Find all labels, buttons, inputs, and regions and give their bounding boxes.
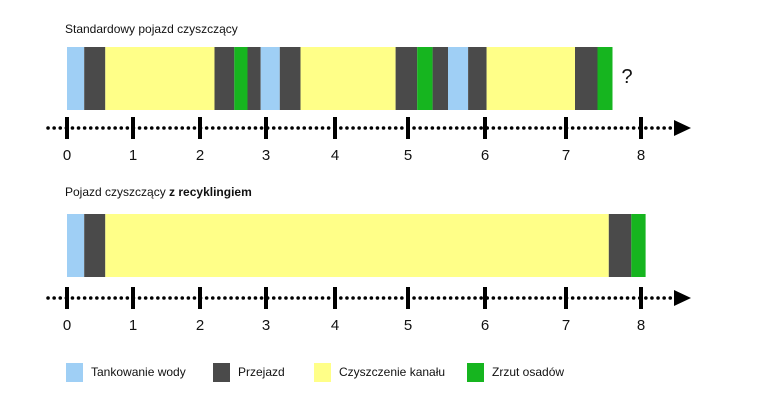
segment-czyszczenie	[486, 47, 575, 110]
axis-tick	[639, 287, 643, 309]
axis-tick-label: 0	[63, 147, 71, 164]
axis-tick	[198, 287, 202, 309]
axis-tick-label: 8	[637, 317, 645, 334]
legend-item-czyszczenie: Czyszczenie kanału	[314, 362, 445, 382]
standard-vehicle-title: Standardowy pojazd czyszczący	[65, 22, 238, 36]
axis-tick	[483, 287, 487, 309]
axis-tick-label: 6	[481, 317, 489, 334]
segment-przejazd	[279, 47, 301, 110]
axis-tick	[65, 117, 69, 139]
axis-tick-label: 3	[262, 317, 270, 334]
axis-arrow-icon	[674, 290, 691, 306]
axis-tick	[639, 117, 643, 139]
segment-czyszczenie	[105, 47, 215, 110]
segment-przejazd	[84, 47, 106, 110]
axis-tick-label: 5	[404, 147, 412, 164]
segment-zrzut	[597, 47, 613, 110]
axis-tick-label: 2	[196, 147, 204, 164]
axis-tick-label: 5	[404, 317, 412, 334]
recycling-title-prefix: Pojazd czyszczący	[65, 185, 170, 199]
axis-tick	[483, 117, 487, 139]
axis-tick-label: 4	[331, 317, 339, 334]
axis-tick-label: 6	[481, 147, 489, 164]
axis-tick	[198, 117, 202, 139]
axis-tick	[564, 117, 568, 139]
axis-tick-label: 7	[562, 317, 570, 334]
segment-przejazd	[84, 214, 106, 277]
axis-tick-label: 2	[196, 317, 204, 334]
axis-tick-label: 3	[262, 147, 270, 164]
legend-swatch-zrzut	[467, 362, 484, 382]
axis-tick-label: 7	[562, 147, 570, 164]
legend-item-tankowanie: Tankowanie wody	[66, 362, 186, 382]
segment-przejazd	[214, 47, 235, 110]
axis-tick	[264, 287, 268, 309]
unknown-end-marker: ?	[621, 66, 632, 88]
legend-label: Tankowanie wody	[91, 365, 186, 379]
legend-item-przejazd: Przejazd	[213, 362, 285, 382]
segment-przejazd	[432, 47, 448, 110]
axis-tick	[131, 117, 135, 139]
standard-time-axis: 0 1 2 3 4 5 6 7 8	[46, 117, 691, 164]
axis-tick-label: 1	[129, 317, 137, 334]
axis-tick	[406, 117, 410, 139]
axis-tick	[333, 117, 337, 139]
legend-item-zrzut: Zrzut osadów	[467, 362, 564, 382]
segment-czyszczenie	[300, 47, 396, 110]
segment-tankowanie	[260, 47, 280, 110]
axis-tick-label: 8	[637, 147, 645, 164]
legend-label: Czyszczenie kanału	[339, 365, 446, 379]
segment-tankowanie	[67, 214, 85, 277]
recycling-vehicle-title: Pojazd czyszczący z recyklingiem	[65, 185, 252, 199]
axis-tick-label: 1	[129, 147, 137, 164]
segment-czyszczenie	[105, 214, 609, 277]
segment-tankowanie	[67, 47, 85, 110]
segment-zrzut	[234, 47, 248, 110]
segment-zrzut	[417, 47, 433, 110]
axis-tick	[333, 287, 337, 309]
axis-tick-label: 4	[331, 147, 339, 164]
recycling-time-axis: 0 1 2 3 4 5 6 7 8	[46, 287, 691, 334]
axis-tick	[131, 287, 135, 309]
axis-tick	[564, 287, 568, 309]
axis-tick	[406, 287, 410, 309]
recycling-timeline-bar	[67, 214, 646, 277]
legend-swatch-przejazd	[213, 362, 230, 382]
legend-swatch-tankowanie	[66, 362, 83, 382]
segment-przejazd	[395, 47, 418, 110]
legend-swatch-czyszczenie	[314, 362, 331, 382]
segment-przejazd	[468, 47, 487, 110]
segment-tankowanie	[448, 47, 468, 110]
legend-label: Zrzut osadów	[492, 365, 565, 379]
segment-zrzut	[631, 214, 646, 277]
segment-przejazd	[608, 214, 632, 277]
recycling-title-bold: z recyklingiem	[169, 185, 252, 199]
axis-tick	[65, 287, 69, 309]
axis-tick	[264, 117, 268, 139]
segment-przejazd	[247, 47, 261, 110]
legend-label: Przejazd	[238, 365, 285, 379]
standard-timeline-bar	[67, 47, 613, 110]
axis-tick-label: 0	[63, 317, 71, 334]
segment-przejazd	[575, 47, 598, 110]
axis-arrow-icon	[674, 120, 691, 136]
